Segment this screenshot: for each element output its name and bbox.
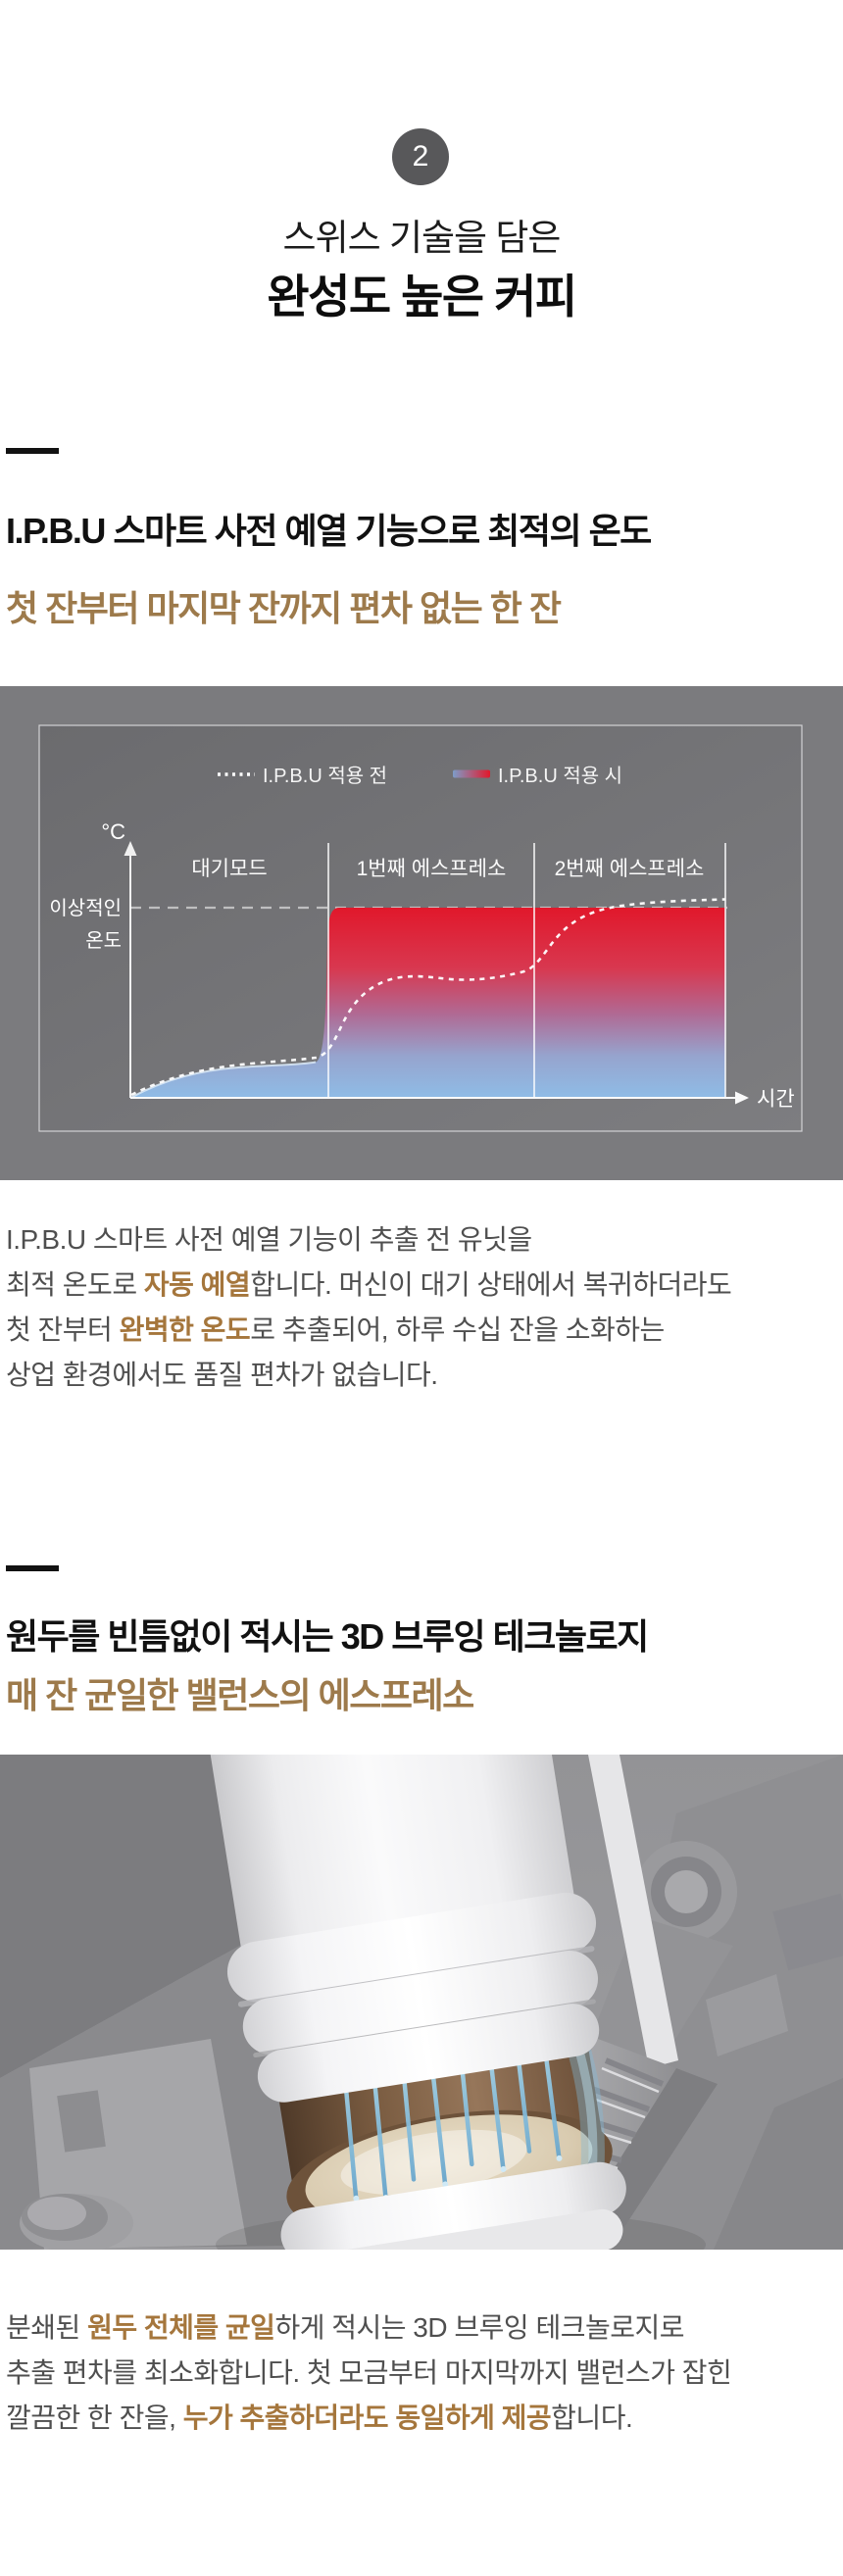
cylinder-bottom-ring — [280, 2161, 626, 2250]
y-axis-arrow — [124, 841, 137, 856]
roller-cap — [27, 2197, 86, 2230]
bracket-slot — [57, 2090, 106, 2153]
paragraph-line: 첫 잔부터 완벽한 온도로 추출되어, 하루 수십 잔을 소화하는 — [6, 1314, 665, 1345]
brewing-unit-svg — [0, 1755, 843, 2250]
brewing-unit-illustration — [0, 1755, 843, 2250]
series-ipbu-applied-area — [130, 908, 725, 1098]
ideal-temp-label-line2: 온도 — [85, 930, 122, 952]
machine-block-top-right — [772, 1893, 843, 1971]
legend-gradient-swatch — [453, 769, 490, 778]
intro-title-line1: 스위스 기술을 담은 — [282, 218, 562, 258]
paragraph-line: 깔끔한 한 잔을, 누가 추출하더라도 동일하게 제공합니다. — [6, 2403, 633, 2433]
temperature-chart: I.P.B.U 적용 전 I.P.B.U 적용 시 °C 대기모드 1번째 에스… — [0, 686, 843, 1180]
machine-panel-right-detail — [706, 1974, 788, 2056]
x-axis-arrow — [735, 1091, 749, 1105]
cylinder-bottom-lip — [297, 2208, 623, 2250]
cylinder-ring-3 — [257, 2004, 600, 2103]
machine-arm-right-bottom — [714, 2078, 843, 2250]
paragraph-line: 추출 편차를 최소화합니다. 첫 모금부터 마지막까지 밸런스가 잡힌 — [6, 2357, 732, 2388]
brewing-section-heading: 원두를 빈틈없이 적시는 3D 브루잉 테크놀로지 — [6, 1616, 649, 1657]
section-divider — [6, 448, 59, 454]
ideal-temp-label-line1: 이상적인 — [49, 897, 122, 919]
step-number-badge: 2 — [392, 128, 449, 185]
legend-before-label: I.P.B.U 적용 전 — [263, 765, 387, 787]
pivot-cap — [665, 1870, 708, 1913]
cylinder-ring-2 — [242, 1950, 599, 2056]
paragraph-line: 분쇄된 원두 전체를 균일하게 적시는 3D 브루잉 테크놀로지로 — [6, 2312, 685, 2343]
chart-legend: I.P.B.U 적용 전 I.P.B.U 적용 시 — [218, 765, 622, 787]
series-ipbu-applied-edge — [129, 1061, 317, 1099]
preheat-section-heading: I.P.B.U 스마트 사전 예열 기능으로 최적의 온도 — [6, 511, 652, 551]
paragraph-line: I.P.B.U 스마트 사전 예열 기능이 추출 전 유닛을 — [6, 1224, 532, 1255]
temperature-chart-svg: I.P.B.U 적용 전 I.P.B.U 적용 시 °C 대기모드 1번째 에스… — [38, 724, 803, 1132]
water-jets — [342, 2050, 562, 2200]
cylinder-body — [206, 1755, 575, 1955]
brewing-paragraph: 분쇄된 원두 전체를 균일하게 적시는 3D 브루잉 테크놀로지로 추출 편차를… — [6, 2305, 843, 2441]
water-film — [340, 2129, 527, 2196]
phase-label-standby: 대기모드 — [191, 858, 267, 880]
phase-label-first-espresso: 1번째 에스프레소 — [357, 858, 507, 880]
paragraph-line: 최적 온도로 자동 예열합니다. 머신이 대기 상태에서 복귀하더라도 — [6, 1269, 732, 1300]
phase-label-second-espresso: 2번째 에스프레소 — [555, 858, 705, 880]
legend-after-label: I.P.B.U 적용 시 — [498, 765, 622, 787]
brewing-section-subheading: 매 잔 균일한 밸런스의 에스프레소 — [6, 1675, 474, 1715]
brew-cylinder-assembly — [206, 1755, 626, 2250]
y-axis-unit: °C — [101, 819, 125, 844]
cylinder-ring-1 — [226, 1892, 597, 2003]
intro-title-line2: 완성도 높은 커피 — [267, 271, 577, 322]
x-axis-label: 시간 — [757, 1088, 795, 1111]
preheat-paragraph: I.P.B.U 스마트 사전 예열 기능이 추출 전 유닛을 최적 온도로 자동… — [6, 1217, 843, 1398]
guide-rail-right — [588, 1755, 678, 2068]
section-divider — [6, 1565, 59, 1571]
paragraph-line: 상업 환경에서도 품질 편차가 없습니다. — [6, 1360, 438, 1390]
preheat-section-subheading: 첫 잔부터 마지막 잔까지 편차 없는 한 잔 — [6, 588, 562, 628]
